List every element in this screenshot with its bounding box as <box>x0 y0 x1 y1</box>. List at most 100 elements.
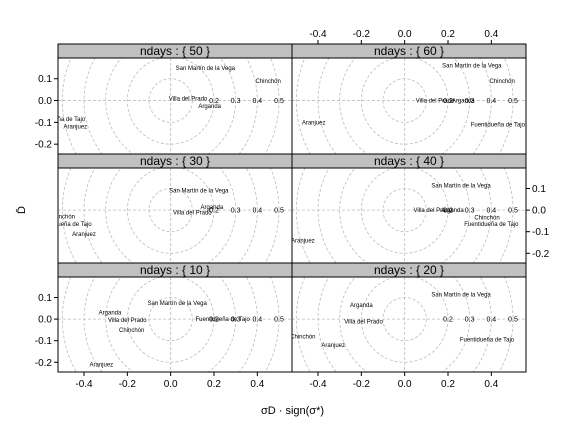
y-tick-label: -0.2 <box>35 358 53 369</box>
site-label: Arganda <box>452 99 475 105</box>
panel-plot-area: 0.2 0.3 0.4 0.5 San Martín de la Vega Arganda… <box>58 277 292 372</box>
ring-label: 0.4 <box>486 98 496 105</box>
ring-circle <box>317 277 492 372</box>
ring-circle <box>382 188 427 233</box>
ring-label: 0.5 <box>274 317 284 324</box>
ring-label: 0.3 <box>465 208 475 215</box>
ring-circle <box>148 78 193 123</box>
panel-strip <box>291 153 527 169</box>
ring-circle <box>83 277 258 372</box>
ring-circle <box>105 168 237 263</box>
x-tick-label: 0.2 <box>441 379 455 390</box>
panel-plot-area: 0.2 0.3 0.4 0.5 San Martín de la Vega Chinchó… <box>292 58 526 154</box>
y-tick-label: 0.1 <box>38 74 52 85</box>
site-label: Fuentidueña de Tajo <box>464 222 519 228</box>
panel-strip-title: ndays : { 40 } <box>374 154 444 168</box>
ring-circle <box>339 277 471 372</box>
site-label: Chinchón <box>489 79 514 85</box>
y-tick-label: -0.1 <box>35 336 53 347</box>
site-label: Villa del Prado <box>169 96 208 102</box>
ring-label: 0.5 <box>274 98 284 105</box>
site-label: Chinchón <box>50 215 75 221</box>
panel-2: 0.2 0.3 0.4 0.5 San Martín de la Vega Chinchó… <box>291 29 527 155</box>
ring-label: 0.3 <box>231 317 241 324</box>
ring-circle <box>382 78 427 123</box>
panel-strip-title: ndays : { 10 } <box>140 263 210 277</box>
y-tick-label: -0.1 <box>532 227 550 238</box>
site-label: San Martín de la Vega <box>176 66 236 72</box>
site-label: Villa del Prado <box>173 210 212 216</box>
ring-circle <box>295 277 514 372</box>
ring-label: 0.2 <box>443 98 453 105</box>
site-label: Chinchón <box>474 216 499 222</box>
ring-circle <box>360 168 449 254</box>
ring-circle <box>148 297 193 342</box>
ring-label: 0.2 <box>443 317 453 324</box>
panel-plot-area: 0.2 0.3 0.4 0.5 San Martín de la Vega Chinchó… <box>31 58 292 154</box>
ring-label: 0.3 <box>231 208 241 215</box>
ring-circle <box>83 168 258 263</box>
site-label: Aranjuez <box>72 232 96 238</box>
x-tick-label: -0.2 <box>353 379 371 390</box>
ring-circle <box>61 168 280 263</box>
panel-plot-area: 0.2 0.3 0.4 0.5 San Martín de la Vega Arganda… <box>292 277 526 372</box>
x-tick-label: 0.4 <box>484 379 498 390</box>
site-label: Villa del Prado <box>108 318 147 324</box>
ring-circle <box>295 58 514 154</box>
site-label: San Martín de la Vega <box>147 301 207 307</box>
site-label: Aranjuez <box>89 362 113 368</box>
ring-label: 0.5 <box>508 208 518 215</box>
x-tick-label: 0.2 <box>207 379 221 390</box>
ring-label: 0.2 <box>209 98 219 105</box>
panel-plot-area: 0.2 0.3 0.4 0.5 San Martín de la Vega Arganda… <box>37 168 292 263</box>
x-tick-label: -0.4 <box>75 379 93 390</box>
panel-plot-area: 0.2 0.3 0.4 0.5 San Martín de la Vega Villa d… <box>291 168 526 263</box>
site-label: Villa del Prado <box>414 208 453 214</box>
site-label: Aranjuez <box>63 125 87 131</box>
y-tick-label: 0.1 <box>532 184 546 195</box>
site-label: San Martín de la Vega <box>431 183 491 189</box>
site-label: Chinchón <box>119 328 144 334</box>
ring-label: 0.4 <box>252 98 262 105</box>
site-label: Villa del Prado <box>344 319 383 325</box>
ring-label: 0.3 <box>465 317 475 324</box>
x-tick-label: 0.4 <box>250 379 264 390</box>
ring-label: 0.4 <box>486 317 496 324</box>
x-axis-title: σD · sign(σ*) <box>261 405 324 417</box>
site-label: Fuentidueña de Tajo <box>37 222 92 228</box>
x-tick-label: 0.2 <box>441 29 455 40</box>
panel-strip-title: ndays : { 60 } <box>374 44 444 58</box>
site-label: Fuentidueña de Tajo <box>460 338 515 344</box>
ring-circle <box>360 277 449 363</box>
ring-circle <box>382 297 427 342</box>
site-label: Aranjuez <box>291 238 315 244</box>
site-label: Arganda <box>350 303 373 309</box>
ring-circle <box>126 58 215 145</box>
ring-circle <box>105 277 237 372</box>
ring-label: 0.4 <box>252 208 262 215</box>
y-tick-label: -0.1 <box>35 118 53 129</box>
panel-4: 0.2 0.3 0.4 0.5 San Martín de la Vega Villa d… <box>291 153 550 264</box>
ring-label: 0.5 <box>274 208 284 215</box>
site-label: Chinchón <box>255 79 280 85</box>
ring-circle <box>295 168 514 263</box>
site-label: Fuentidueña de Tajo <box>31 117 86 123</box>
ring-label: 0.2 <box>209 317 219 324</box>
y-tick-label: 0.0 <box>532 206 546 217</box>
panel-3: 0.2 0.3 0.4 0.5 San Martín de la Vega Arganda… <box>37 153 293 264</box>
y-tick-label: -0.2 <box>532 249 550 260</box>
ring-label: 0.4 <box>252 317 262 324</box>
panel-strip-title: ndays : { 30 } <box>140 154 210 168</box>
x-tick-label: 0.0 <box>398 379 412 390</box>
ring-circle <box>126 277 215 363</box>
ring-circle <box>148 188 193 233</box>
ring-label: 0.4 <box>486 208 496 215</box>
site-label: San Martín de la Vega <box>169 189 229 195</box>
ring-circle <box>317 168 492 263</box>
ring-circle <box>61 58 280 154</box>
site-label: San Martín de la Vega <box>431 292 491 298</box>
panel-1: 0.2 0.3 0.4 0.5 San Martín de la Vega Chinchó… <box>31 43 293 155</box>
site-label: Fuentidueña de Tajo <box>471 123 526 129</box>
ring-label: 0.2 <box>443 208 453 215</box>
ring-label: 0.3 <box>465 98 475 105</box>
